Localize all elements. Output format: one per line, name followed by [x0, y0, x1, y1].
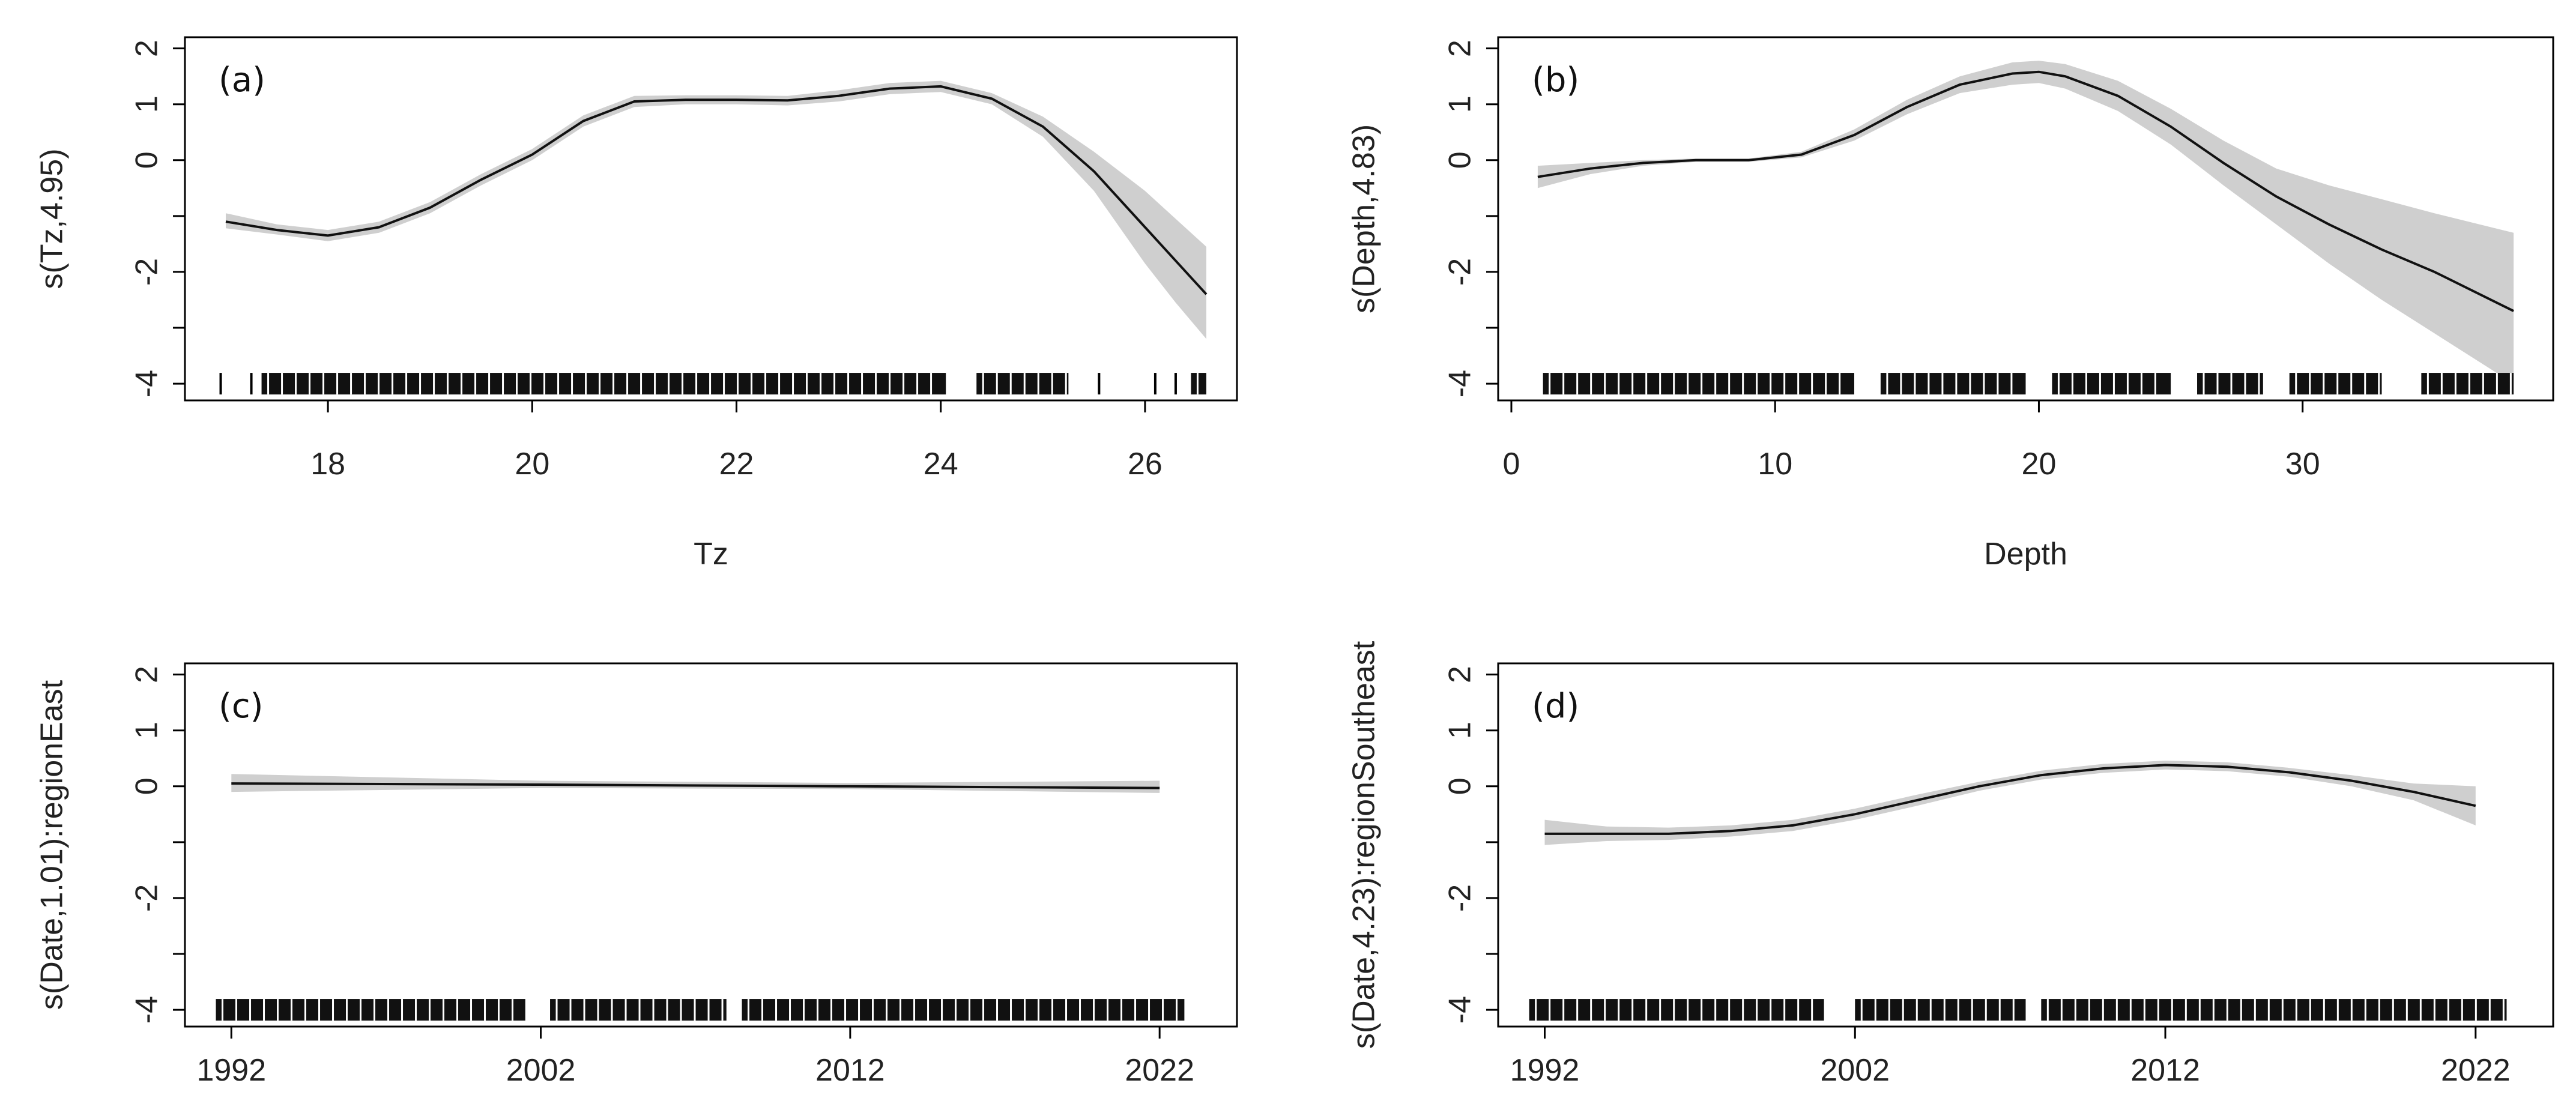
x-tick-label: 2012 — [815, 1053, 885, 1088]
y-axis-title: s(Depth,4.83) — [1347, 124, 1382, 313]
x-tick-label: 1992 — [196, 1053, 266, 1088]
rug-block — [2197, 373, 2263, 395]
rug-fill — [1529, 999, 1824, 1021]
plot-frame — [1497, 36, 2554, 402]
confidence-band — [1544, 761, 2476, 845]
rug-fill — [2052, 373, 2171, 395]
y-tick-label: -2 — [130, 884, 165, 912]
rug-block — [742, 999, 1185, 1021]
x-tick-label: 26 — [1128, 447, 1163, 481]
rug-fill — [1855, 999, 2026, 1021]
rug-block — [550, 999, 727, 1021]
x-tick-label: 2002 — [1820, 1053, 1890, 1088]
confidence-band — [1537, 61, 2514, 384]
x-axis-title: Tz — [694, 537, 728, 572]
panel-c: -4 -2 0 1 2 1992 2002 2012 2022 s(Date,1.01):regi… — [35, 662, 1238, 1088]
x-tick-label: 24 — [924, 447, 958, 481]
x-tick-label: 2022 — [2441, 1053, 2511, 1088]
rug-fill — [1880, 373, 2026, 395]
y-tick-label: 2 — [130, 40, 165, 57]
y-tick-label: -2 — [1443, 258, 1478, 286]
y-tick-label: 0 — [1443, 151, 1478, 169]
plot-frame — [184, 36, 1238, 402]
rug-fill — [261, 373, 946, 395]
rug-fill — [976, 373, 1069, 395]
rug-fill — [2041, 999, 2507, 1021]
x-tick-label: 0 — [1503, 447, 1520, 481]
y-tick-label: -4 — [130, 370, 165, 397]
panel-a: -4 -2 0 1 2 18 20 22 24 26 s(Tz,4.95) Tz (a) — [35, 36, 1238, 572]
y-axis-title: s(Tz,4.95) — [35, 148, 70, 289]
y-tick-label: 2 — [130, 666, 165, 683]
y-tick-label: 1 — [1443, 95, 1478, 113]
x-tick-label: 20 — [2022, 447, 2057, 481]
rug-fill — [742, 999, 1185, 1021]
rug-fill — [1543, 373, 1854, 395]
panel-label: (b) — [1532, 61, 1579, 100]
x-tick-label: 2012 — [2130, 1053, 2200, 1088]
rug-block — [2041, 999, 2507, 1021]
confidence-band — [226, 80, 1206, 339]
y-tick-label: 0 — [130, 777, 165, 795]
rug-block — [2421, 373, 2514, 395]
rug-block — [1880, 373, 2026, 395]
rug-block — [1191, 373, 1206, 395]
y-tick-label: -2 — [130, 258, 165, 286]
x-tick-label: 18 — [310, 447, 345, 481]
panel-label: (d) — [1532, 687, 1579, 726]
rug-fill — [2421, 373, 2514, 395]
panel-label: (a) — [219, 61, 265, 100]
rug-fill — [550, 999, 727, 1021]
smooth-line — [231, 782, 1160, 789]
rug-block — [216, 999, 525, 1021]
rug-block — [1543, 373, 1854, 395]
rug-block — [261, 373, 946, 395]
x-tick-label: 1992 — [1510, 1053, 1580, 1088]
y-tick-label: 0 — [130, 151, 165, 169]
y-tick-label: 1 — [130, 722, 165, 739]
y-tick-label: -4 — [1443, 370, 1478, 397]
y-tick-label: -2 — [1443, 884, 1478, 912]
rug-block — [1529, 999, 1824, 1021]
y-tick-label: 2 — [1443, 666, 1478, 683]
y-axis-title: s(Date,4.23):regionSoutheast — [1347, 641, 1382, 1049]
x-tick-label: 20 — [515, 447, 549, 481]
x-tick-label: 10 — [1758, 447, 1792, 481]
smooth-line — [1544, 764, 2476, 835]
smooth-line — [1537, 70, 2514, 312]
y-tick-label: 2 — [1443, 40, 1478, 57]
rug-fill — [2197, 373, 2263, 395]
panel-d: -4 -2 0 1 2 1992 2002 2012 2022 s(Date,4.23):regi… — [1347, 641, 2554, 1088]
x-tick-label: 22 — [719, 447, 754, 481]
y-axis-title: s(Date,1.01):regionEast — [35, 680, 70, 1010]
x-axis-title: Depth — [1984, 537, 2067, 572]
rug-block — [2289, 373, 2382, 395]
rug-block — [976, 373, 1069, 395]
y-tick-label: 1 — [1443, 722, 1478, 739]
x-tick-label: 2022 — [1125, 1053, 1194, 1088]
plot-frame — [1497, 662, 2554, 1028]
x-tick-label: 2002 — [506, 1053, 576, 1088]
plot-frame — [184, 662, 1238, 1028]
confidence-band — [231, 774, 1160, 793]
y-tick-label: 0 — [1443, 777, 1478, 795]
y-tick-label: 1 — [130, 95, 165, 113]
rug-block — [2052, 373, 2171, 395]
rug-fill — [2289, 373, 2382, 395]
panel-label: (c) — [219, 687, 263, 726]
rug-block — [1855, 999, 2026, 1021]
x-tick-label: 30 — [2285, 447, 2320, 481]
smooth-line — [225, 85, 1208, 295]
y-tick-label: -4 — [1443, 996, 1478, 1024]
rug-fill — [216, 999, 525, 1021]
y-tick-label: -4 — [130, 996, 165, 1024]
rug-fill — [1191, 373, 1206, 395]
